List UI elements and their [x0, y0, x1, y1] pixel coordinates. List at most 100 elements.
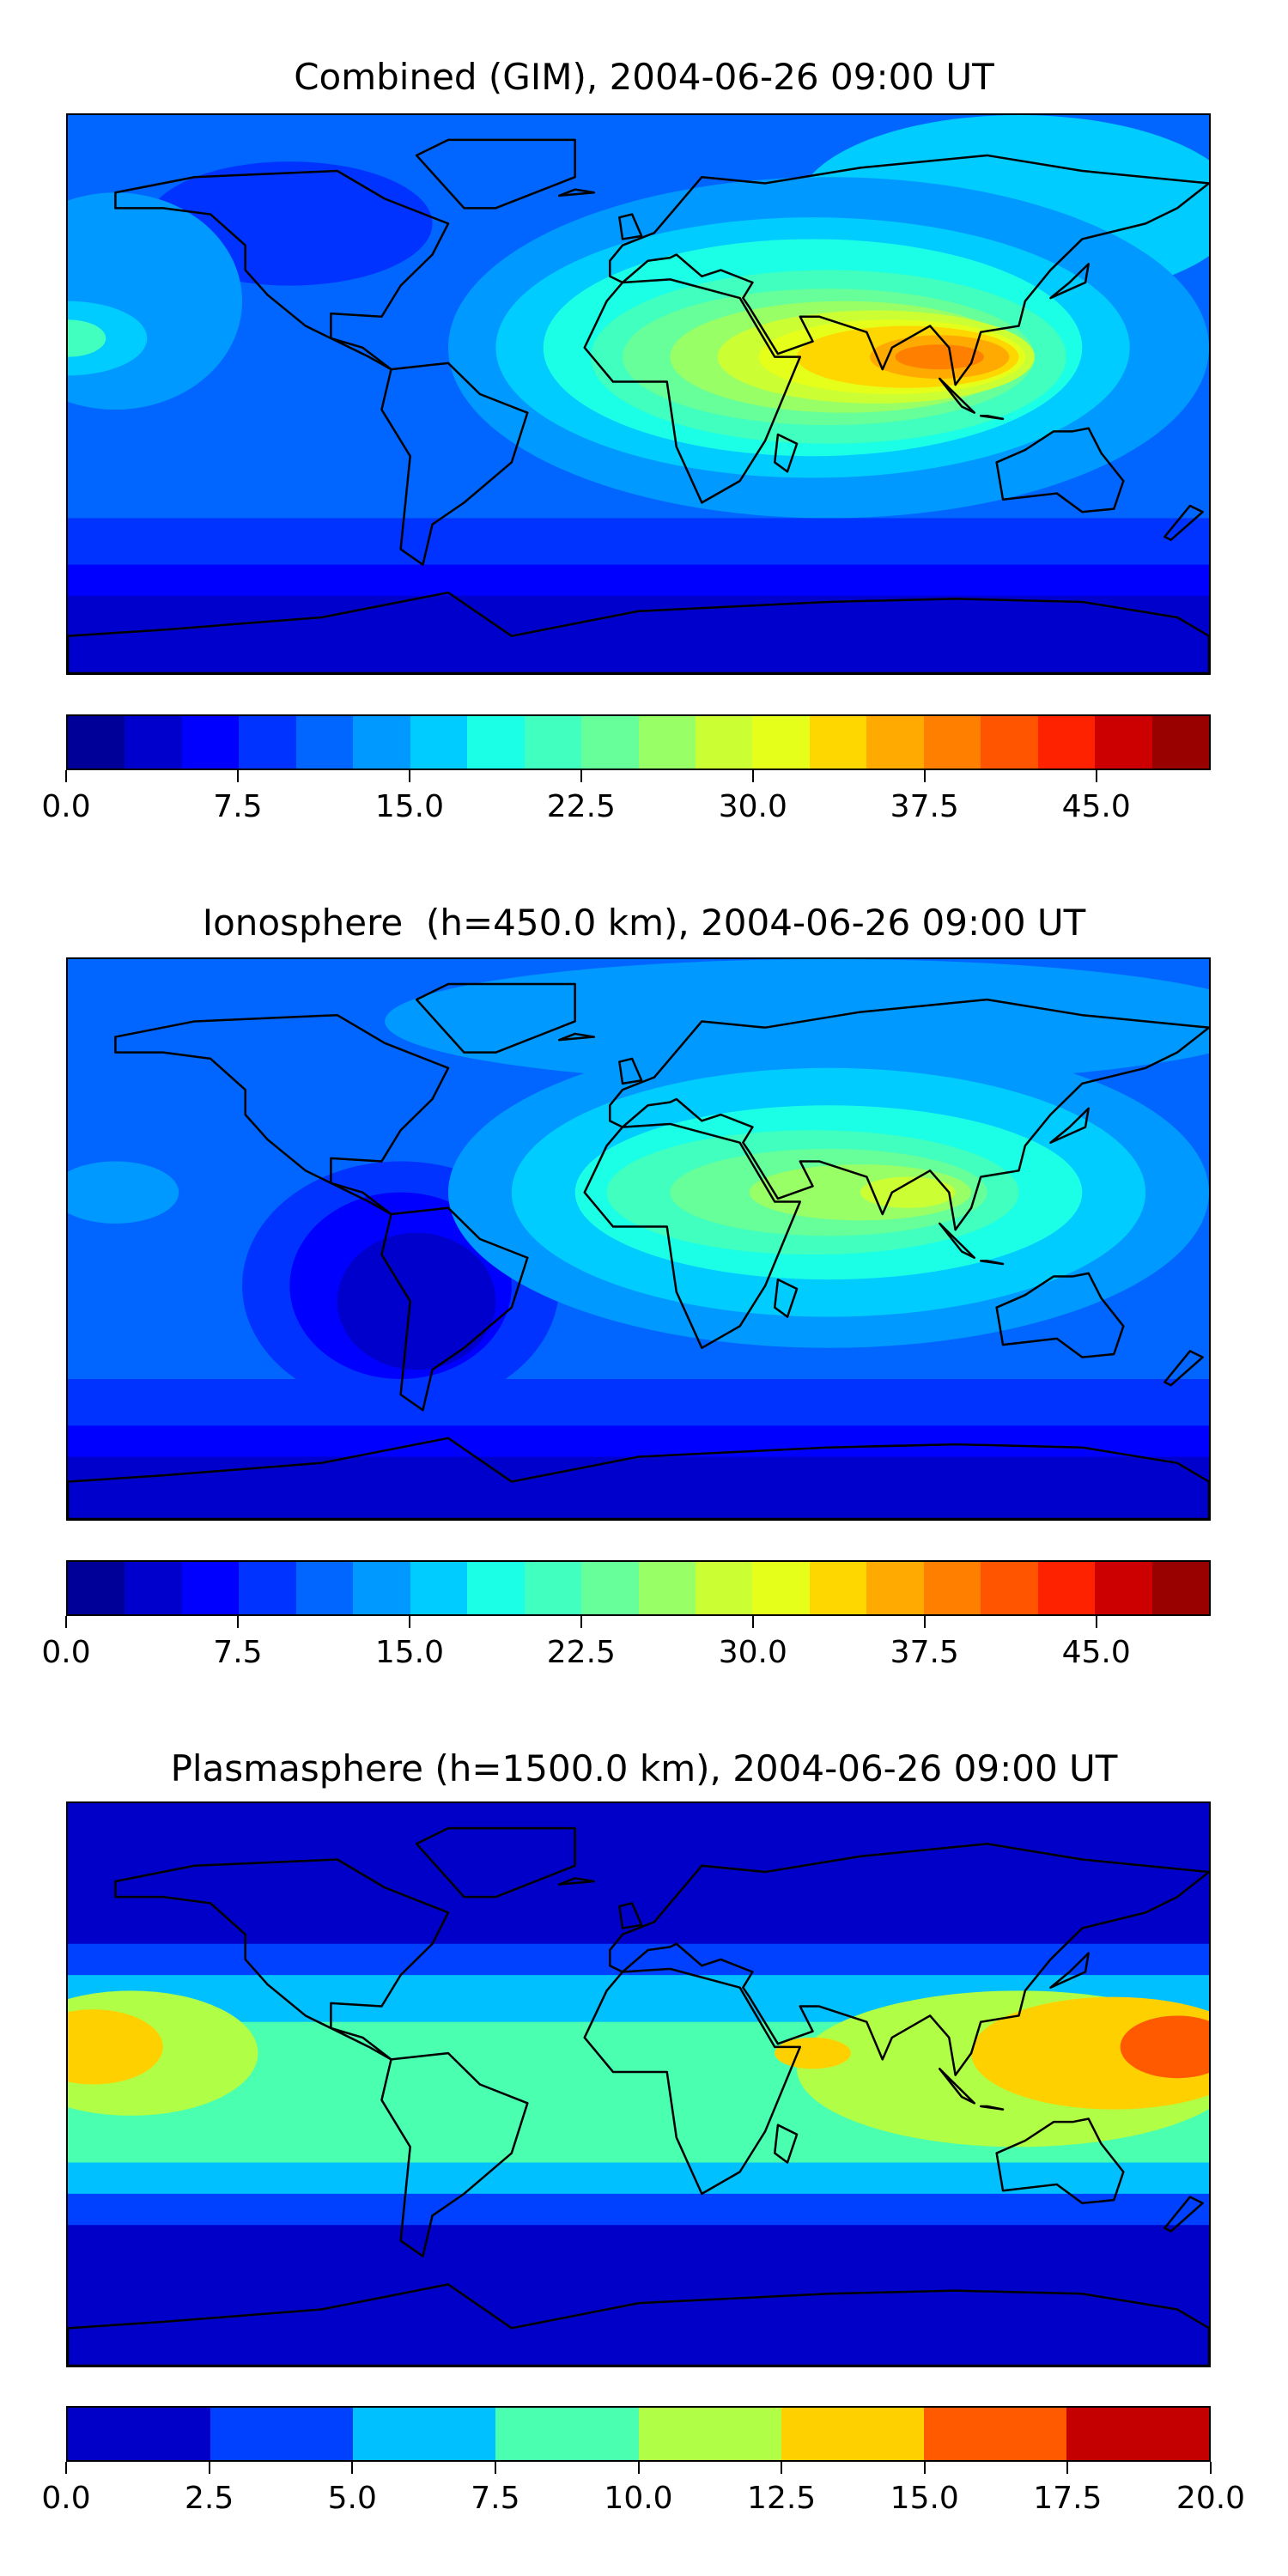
- colorbar-segment: [353, 1562, 410, 1614]
- coastline: [981, 1261, 1003, 1264]
- colorbar-segment: [923, 2408, 1066, 2460]
- colorbar-tick: [1066, 2462, 1069, 2474]
- coastline: [1164, 1351, 1202, 1385]
- coastline: [1050, 1109, 1088, 1143]
- colorbar-segment: [239, 1562, 296, 1614]
- colorbar-tick: [751, 1616, 754, 1628]
- coastline: [381, 363, 527, 565]
- colorbar-segment: [695, 1562, 753, 1614]
- colorbar-tick-label: 7.5: [471, 2481, 520, 2516]
- coastline: [775, 2125, 797, 2163]
- coastline: [585, 1124, 800, 1348]
- colorbar-segment: [638, 1562, 696, 1614]
- colorbar-tick: [1210, 2462, 1212, 2474]
- contour-band: [68, 595, 1209, 673]
- colorbar-ticks-combined: 0.0 7.5 15.0 22.5 30.0 37.5 45.0: [41, 770, 1211, 824]
- colorbar-segment: [923, 1562, 981, 1614]
- colorbar-segment: [781, 2408, 924, 2460]
- colorbar-segment: [695, 716, 753, 769]
- colorbar-tick-label: 0.0: [41, 789, 91, 824]
- panel-title-ionosphere: Ionosphere (h=450.0 km), 2004-06-26 09:0…: [202, 902, 1086, 944]
- colorbar-tick-label: 5.0: [327, 2481, 377, 2516]
- colorbar-segment: [809, 716, 867, 769]
- colorbar-segment: [353, 716, 410, 769]
- colorbar-tick-label: 7.5: [213, 789, 263, 824]
- contour-band: [68, 1456, 1209, 1519]
- coastline: [1164, 2197, 1202, 2232]
- coastline: [981, 2106, 1003, 2110]
- colorbar-segment: [68, 2408, 211, 2460]
- coastline: [981, 416, 1003, 419]
- colorbar-tick: [236, 770, 239, 782]
- coastline: [939, 379, 975, 413]
- colorbar-segment: [638, 2408, 781, 2460]
- coastline: [115, 1015, 448, 1214]
- coastline: [997, 2119, 1124, 2203]
- colorbar-tick: [65, 770, 67, 782]
- colorbar-segment: [866, 1562, 924, 1614]
- coastline: [416, 984, 575, 1053]
- colorbar-tick-label: 7.5: [213, 1635, 263, 1670]
- colorbar-tick-label: 30.0: [718, 1635, 787, 1670]
- colorbar-tick-label: 12.5: [747, 2481, 817, 2516]
- colorbar-tick-label: 37.5: [890, 1635, 959, 1670]
- colorbar-segment: [1151, 1562, 1210, 1614]
- colorbar-tick: [494, 2462, 496, 2474]
- coastline: [939, 1224, 975, 1258]
- coastline: [381, 1208, 527, 1410]
- coastline: [559, 1034, 594, 1040]
- colorbar-tick: [1095, 770, 1097, 782]
- colorbar-segment: [295, 1562, 354, 1614]
- colorbar-plasmasphere: [66, 2406, 1211, 2462]
- colorbar-ionosphere: [66, 1560, 1211, 1616]
- colorbar-tick-label: 20.0: [1176, 2481, 1246, 2516]
- contour-map: [68, 959, 1209, 1519]
- colorbar-segment: [524, 716, 582, 769]
- coastline: [1050, 1953, 1088, 1988]
- contour-region: [1120, 2015, 1209, 2079]
- coastline: [585, 1969, 800, 2194]
- contour-map: [68, 115, 1209, 673]
- map-plasmasphere: [66, 1801, 1211, 2367]
- colorbar-segment: [181, 716, 240, 769]
- coastline: [416, 140, 575, 208]
- colorbar-tick-label: 15.0: [374, 789, 444, 824]
- colorbar-tick-label: 2.5: [184, 2481, 234, 2516]
- colorbar-segment: [467, 716, 525, 769]
- contour-region: [68, 1161, 179, 1224]
- colorbar-segment: [410, 1562, 468, 1614]
- colorbar-segment: [866, 716, 924, 769]
- coastline: [997, 1273, 1124, 1358]
- colorbar-tick: [65, 2462, 67, 2474]
- colorbar-tick-label: 37.5: [890, 789, 959, 824]
- colorbar-tick: [236, 1616, 239, 1628]
- colorbar-tick: [923, 770, 926, 782]
- colorbar-segment: [467, 1562, 525, 1614]
- contour-map: [68, 1803, 1209, 2366]
- coastline: [619, 215, 641, 240]
- colorbar-segment: [923, 716, 981, 769]
- coastline: [559, 1878, 594, 1884]
- colorbar-ticks-ionosphere: 0.0 7.5 15.0 22.5 30.0 37.5 45.0: [41, 1616, 1211, 1670]
- colorbar-segment: [752, 716, 810, 769]
- colorbar-segment: [1151, 716, 1210, 769]
- coastline: [610, 155, 1209, 385]
- colorbar-tick: [781, 2462, 783, 2474]
- colorbar-tick-label: 17.5: [1033, 2481, 1103, 2516]
- colorbar-segment: [809, 1562, 867, 1614]
- coastline: [68, 592, 1209, 673]
- colorbar-tick-label: 15.0: [374, 1635, 444, 1670]
- coastline: [1050, 264, 1088, 298]
- coastline: [619, 1059, 641, 1084]
- colorbar-tick: [923, 2462, 926, 2474]
- colorbar-segment: [210, 2408, 354, 2460]
- colorbar-segment: [981, 1562, 1038, 1614]
- contour-region: [337, 1232, 496, 1370]
- contour-region: [775, 2037, 851, 2069]
- colorbar-tick: [580, 1616, 582, 1628]
- coastline: [115, 1860, 448, 2060]
- map-combined-gim: [66, 113, 1211, 675]
- colorbar-combined: [66, 714, 1211, 770]
- colorbar-segment: [752, 1562, 810, 1614]
- coastline: [610, 999, 1209, 1230]
